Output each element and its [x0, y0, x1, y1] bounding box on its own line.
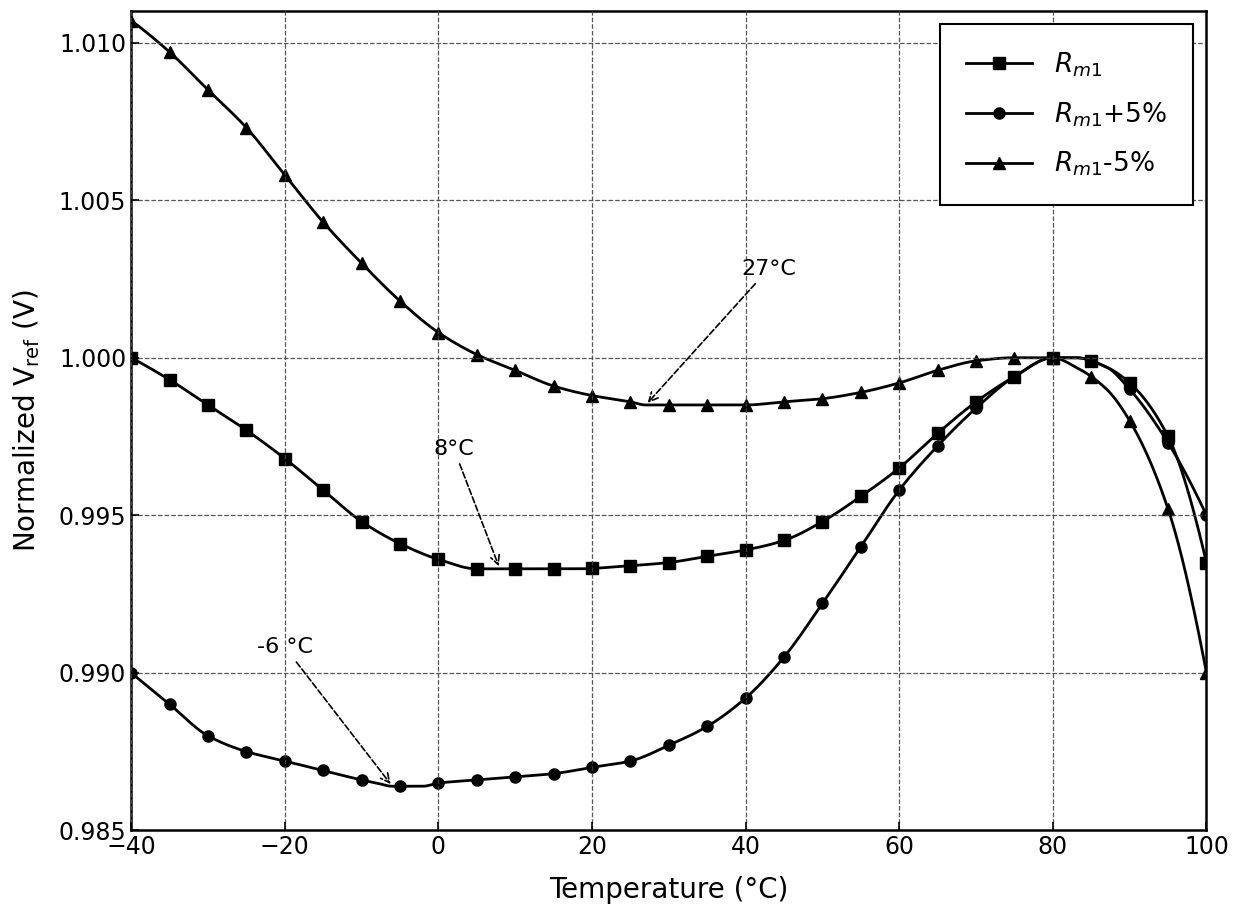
$R_{m1}$+5% [124, 667, 139, 678]
$R_{m1}$ [908, 448, 923, 459]
$R_{m1}$ [193, 394, 208, 405]
$R_{m1}$+5% [376, 780, 391, 791]
$R_{m1}$-5% [376, 279, 391, 290]
Text: 27°C: 27°C [649, 259, 796, 402]
$R_{m1}$+5% [1045, 352, 1060, 363]
$R_{m1}$ [792, 529, 807, 540]
$R_{m1}$-5% [1021, 352, 1035, 363]
$R_{m1}$ [376, 530, 391, 541]
X-axis label: Temperature (°C): Temperature (°C) [549, 876, 789, 904]
Line: $R_{m1}$+5%: $R_{m1}$+5% [125, 352, 1211, 791]
Line: $R_{m1}$-5%: $R_{m1}$-5% [125, 15, 1211, 678]
$R_{m1}$-5% [820, 393, 835, 404]
$R_{m1}$-5% [791, 395, 806, 406]
$R_{m1}$+5% [1199, 510, 1214, 521]
$R_{m1}$-5% [1199, 667, 1214, 678]
Y-axis label: Normalized V$_\mathrm{ref}$ (V): Normalized V$_\mathrm{ref}$ (V) [11, 289, 42, 552]
$R_{m1}$+5% [821, 590, 836, 601]
$R_{m1}$+5% [1021, 362, 1035, 373]
Line: $R_{m1}$: $R_{m1}$ [125, 352, 1211, 575]
$R_{m1}$-5% [193, 77, 208, 88]
$R_{m1}$+5% [792, 631, 807, 642]
$R_{m1}$ [821, 513, 836, 524]
$R_{m1}$ [124, 352, 139, 363]
Text: -6 °C: -6 °C [257, 637, 389, 782]
Text: 8°C: 8°C [434, 438, 500, 565]
$R_{m1}$ [1021, 362, 1035, 373]
$R_{m1}$ [1199, 557, 1214, 568]
$R_{m1}$ [470, 564, 485, 575]
$R_{m1}$+5% [384, 780, 399, 791]
$R_{m1}$-5% [908, 372, 923, 383]
$R_{m1}$+5% [193, 726, 208, 737]
$R_{m1}$-5% [124, 15, 139, 26]
Legend: $R_{m1}$, $R_{m1}$+5%, $R_{m1}$-5%: $R_{m1}$, $R_{m1}$+5%, $R_{m1}$-5% [940, 25, 1193, 205]
$R_{m1}$+5% [908, 465, 923, 476]
